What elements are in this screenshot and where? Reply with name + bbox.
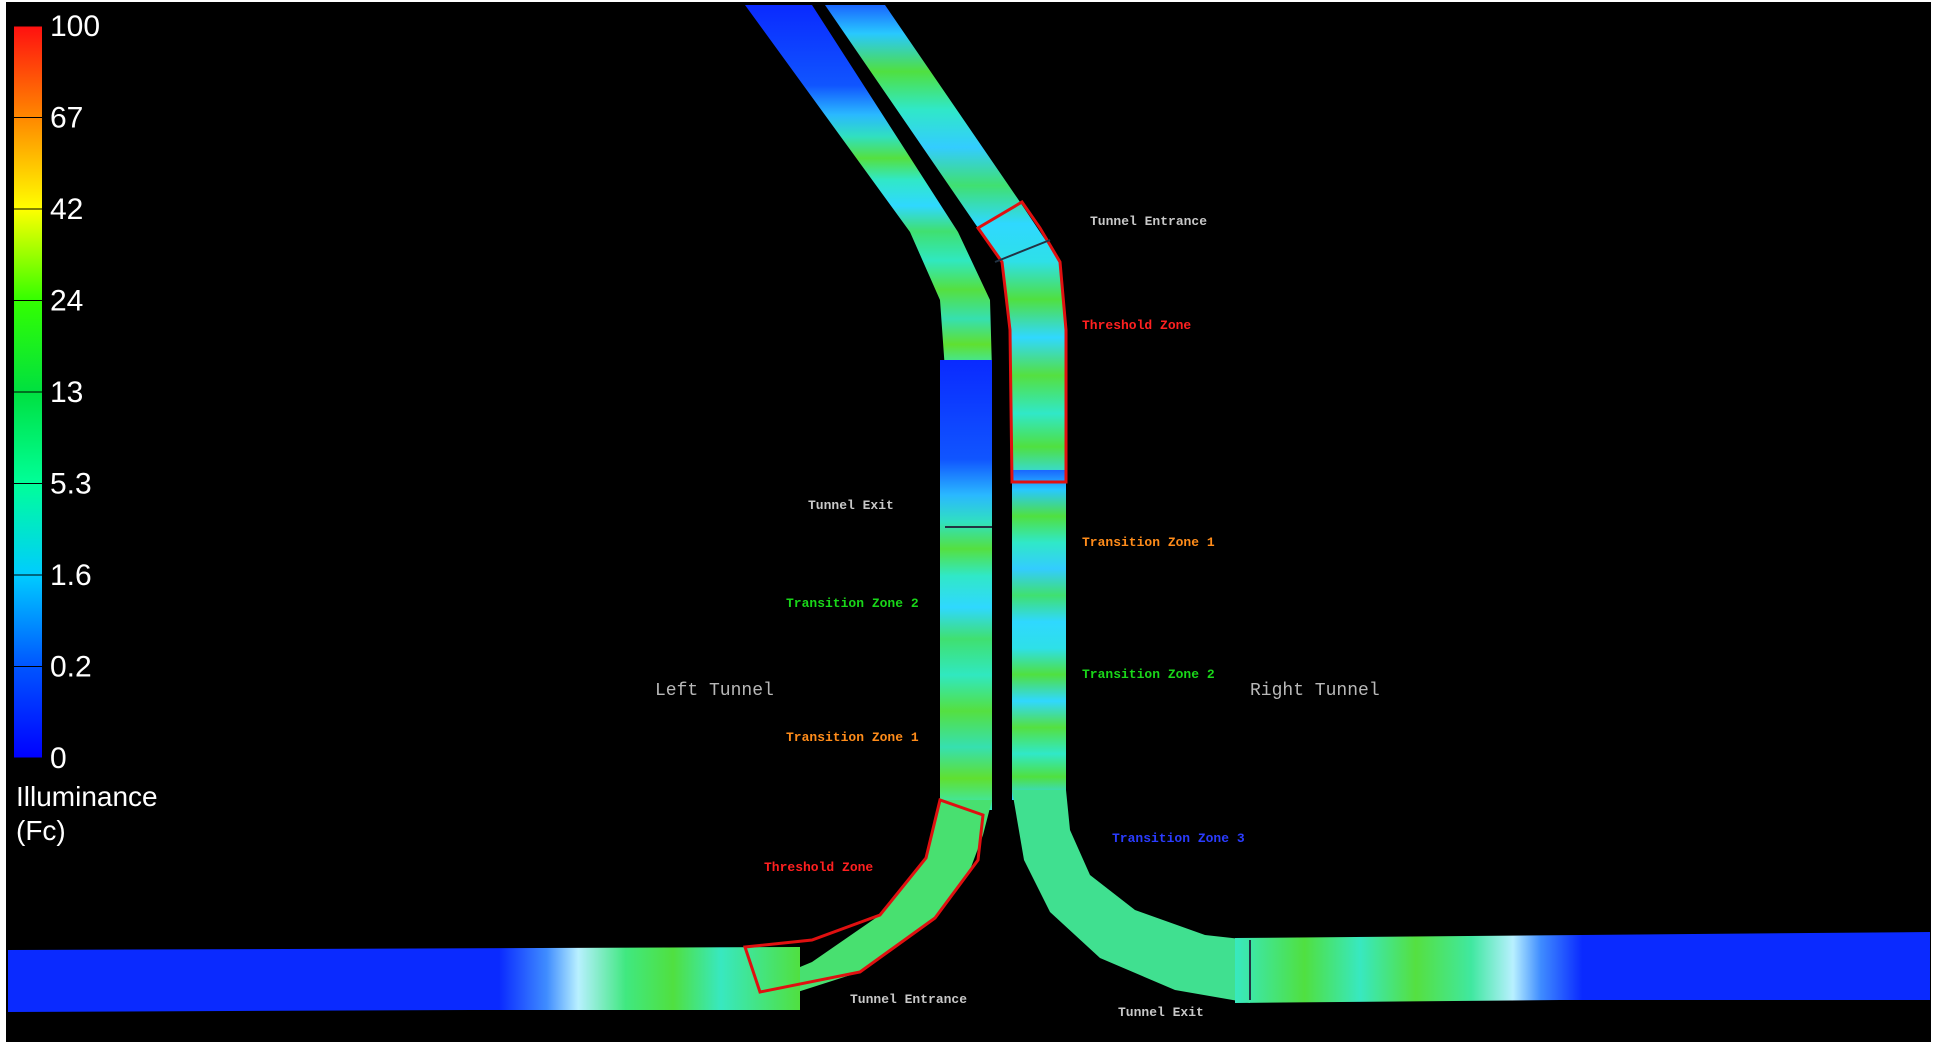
right-transition-zone-3-label: Transition Zone 3 (1112, 831, 1245, 846)
right-tunnel-entrance-label: Tunnel Entrance (1090, 214, 1207, 229)
legend-tick-label: 1.6 (50, 559, 92, 592)
right-tunnel-approach (825, 5, 1066, 480)
right-threshold-outline (975, 199, 1068, 484)
left-tunnel-approach (745, 5, 992, 370)
legend-ticks: 100 67 42 24 13 5.3 1.6 0.2 0 (14, 10, 100, 775)
legend-unit: (Fc) (16, 815, 66, 846)
legend-tick-label: 0 (50, 742, 67, 775)
left-tunnel-entrance-label: Tunnel Entrance (850, 992, 967, 1007)
illuminance-legend: 100 67 42 24 13 5.3 1.6 0.2 0 Illuminance (Fc) (14, 10, 158, 846)
legend-tick-label: 67 (50, 102, 83, 135)
right-tunnel-label: Right Tunnel (1250, 681, 1380, 701)
left-threshold-zone-label: Threshold Zone (764, 860, 873, 875)
right-tunnel-bottom (1235, 932, 1930, 1003)
right-transition-zone-2-label: Transition Zone 2 (1082, 667, 1215, 682)
left-tunnel-curve (745, 800, 992, 1008)
right-tunnel-curve (1012, 790, 1250, 1003)
left-transition-zone-2-label: Transition Zone 2 (786, 596, 919, 611)
legend-tick-label: 100 (50, 10, 100, 43)
legend-tick-label: 24 (50, 285, 83, 318)
left-transition-zone-1-label: Transition Zone 1 (786, 730, 919, 745)
legend-tick-label: 0.2 (50, 651, 92, 684)
legend-title: Illuminance (16, 781, 158, 812)
right-tunnel-exit-label: Tunnel Exit (1118, 1005, 1204, 1020)
left-threshold-outline (742, 798, 985, 994)
right-transition-zone-1-label: Transition Zone 1 (1082, 535, 1215, 550)
right-threshold-zone-label: Threshold Zone (1082, 318, 1191, 333)
left-tunnel (8, 5, 992, 1012)
zone-labels: Left Tunnel Right Tunnel Tunnel Exit Tra… (655, 214, 1380, 1020)
legend-tick-label: 13 (50, 376, 83, 409)
left-tunnel-label: Left Tunnel (655, 681, 774, 701)
left-tunnel-bottom (8, 947, 800, 1012)
left-tunnel-exit-label: Tunnel Exit (808, 498, 894, 513)
left-tunnel-vertical (940, 360, 992, 810)
legend-tick-label: 5.3 (50, 468, 92, 501)
right-entrance-line (994, 239, 1051, 263)
legend-tick-label: 42 (50, 193, 83, 226)
right-tunnel-vertical (1012, 470, 1066, 800)
right-tunnel (825, 5, 1930, 1003)
